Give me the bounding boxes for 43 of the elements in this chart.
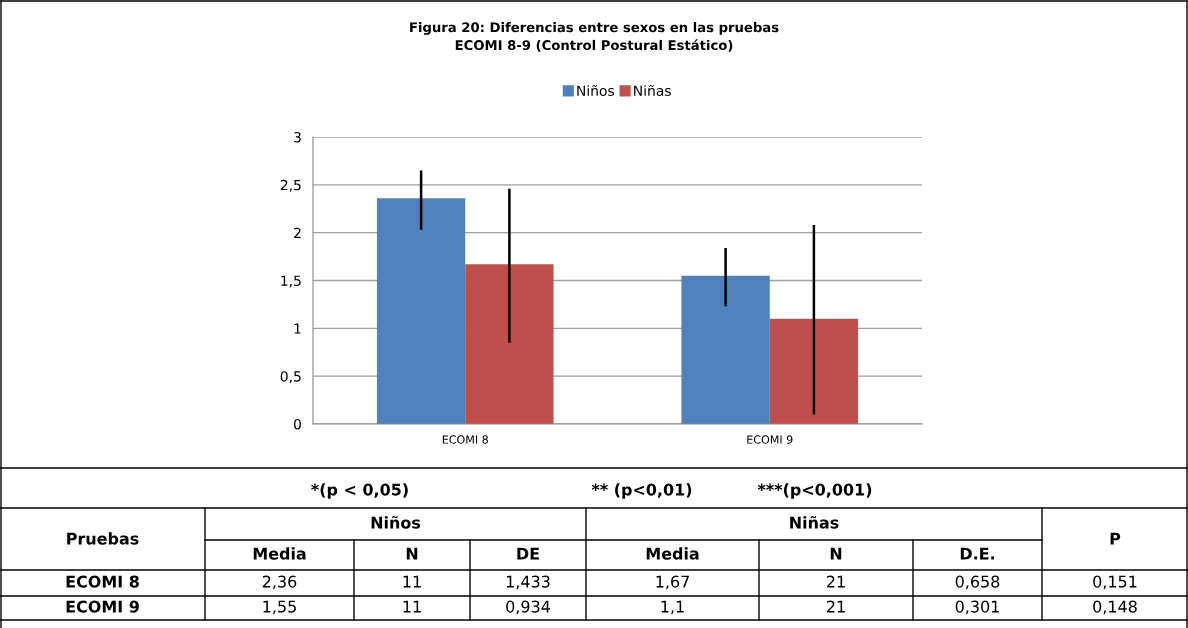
- text: N: [406, 547, 418, 560]
- text: Media: [646, 547, 699, 560]
- y-tick-label: 1,5: [281, 275, 301, 288]
- text: ***(p<0,001): [757, 483, 872, 499]
- text: 0,934: [506, 600, 550, 615]
- text: DE: [517, 547, 539, 560]
- text: 1,55: [263, 600, 296, 615]
- text: Media: [253, 547, 306, 560]
- y-tick-label: 3: [294, 131, 301, 143]
- bar: [681, 275, 770, 424]
- y-tick-label: 0: [293, 418, 301, 430]
- text: 21: [827, 600, 845, 613]
- bar: [465, 264, 554, 424]
- chart-title: Figura 20: Diferencias entre sexos en las pruebas ECOMI 8-9 (Control Postural Estático): [410, 22, 779, 52]
- y-tick-label: 2,5: [280, 179, 301, 192]
- text: *(p < 0,05): [311, 483, 408, 499]
- legend-label: Niños: [577, 84, 615, 96]
- bar: [376, 198, 466, 424]
- legend-label: Niñas: [634, 84, 671, 96]
- text: 0,151: [1093, 575, 1137, 590]
- y-tick-label: 1: [294, 323, 301, 334]
- text: 0,148: [1093, 600, 1137, 615]
- text: 0,658: [955, 575, 1000, 590]
- text: 2,36: [262, 575, 297, 590]
- text: 1,67: [656, 575, 689, 590]
- y-tick-label: 2: [294, 227, 301, 238]
- text: N: [830, 547, 842, 560]
- text: Niñas: [790, 515, 839, 529]
- text: 11: [403, 600, 421, 613]
- text: Pruebas: [67, 532, 139, 545]
- text: D.E.: [960, 547, 995, 560]
- text: 1,433: [506, 575, 550, 590]
- bar: [769, 318, 859, 424]
- text: 0,301: [955, 600, 999, 615]
- text: P: [1110, 532, 1121, 545]
- text: 1,1: [661, 600, 684, 615]
- y-tick-label: 0,5: [280, 371, 301, 384]
- text: 11: [403, 575, 421, 588]
- text: ECOMI 9: [66, 600, 139, 613]
- text: ** (p<0,01): [591, 483, 692, 499]
- text: Niños: [371, 515, 421, 529]
- text: ECOMI 8: [66, 575, 139, 588]
- text: 21: [827, 575, 845, 588]
